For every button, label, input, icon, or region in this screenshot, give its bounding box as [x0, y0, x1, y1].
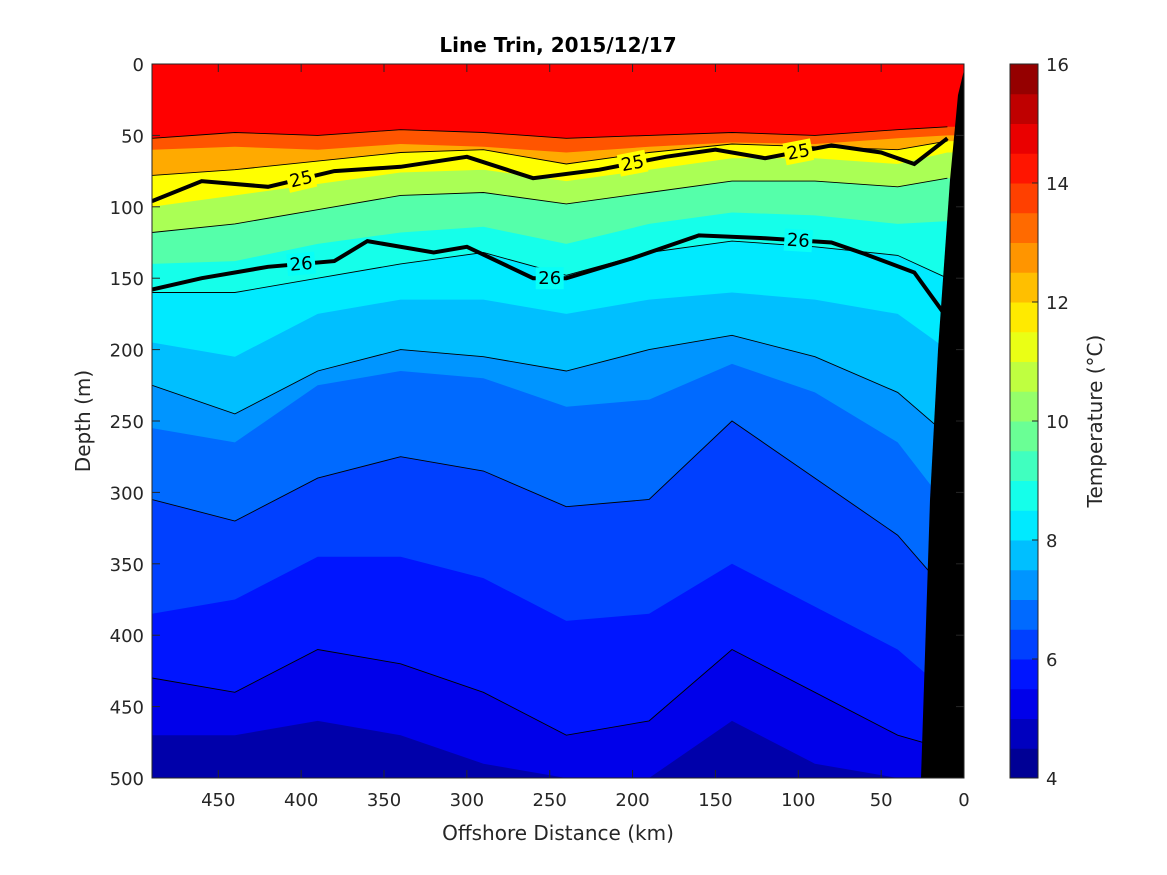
colorbar-step [1010, 450, 1038, 481]
plot-area: 25 25 25 26 26 26 [152, 64, 964, 778]
y-tick-label: 100 [110, 198, 144, 219]
colorbar-step [1010, 93, 1038, 124]
colorbar-label: Temperature (°C) [1083, 335, 1107, 509]
colorbar-tick-label: 16 [1046, 55, 1069, 76]
isotherm-7.5 [152, 334, 948, 436]
colorbar-step [1010, 361, 1038, 392]
isotherm-14 [152, 126, 948, 139]
colorbar-tick-label: 4 [1046, 769, 1057, 790]
colorbar-step [1010, 212, 1038, 243]
isotherm-8.5 [152, 240, 948, 293]
colorbar-tick-label: 12 [1046, 293, 1069, 314]
density-label-text: 25 [619, 151, 645, 176]
chart-title: Line Trin, 2015/12/17 [439, 33, 676, 57]
colorbar-step [1010, 272, 1038, 303]
colorbar-step [1010, 688, 1038, 719]
y-tick-label: 150 [110, 269, 144, 290]
band-below-5 [152, 720, 964, 778]
x-tick-label: 150 [698, 790, 732, 811]
y-axis-label: Depth (m) [71, 370, 95, 472]
density-label-25-2: 25 [782, 138, 815, 166]
density-label-25-1: 25 [616, 149, 649, 177]
y-tick-label: 500 [110, 769, 144, 790]
isotherm-6.5 [152, 420, 948, 593]
colorbar-step [1010, 421, 1038, 452]
colorbar-step [1010, 183, 1038, 214]
y-tick-label: 250 [110, 412, 144, 433]
y-tick-label: 350 [110, 555, 144, 576]
colorbar-step [1010, 391, 1038, 422]
colorbar-step [1010, 718, 1038, 749]
colorbar-step [1010, 510, 1038, 541]
colorbar-step [1010, 659, 1038, 690]
colorbar-step [1010, 302, 1038, 333]
colorbar-tick-label: 14 [1046, 174, 1069, 195]
colorbar-step [1010, 599, 1038, 630]
colorbar: 4 6 8 10 12 14 16 [1009, 55, 1069, 790]
x-tick-label: 350 [367, 790, 401, 811]
colorbar-step [1010, 123, 1038, 154]
density-label-text: 26 [289, 253, 314, 276]
colorbar-tick-label: 6 [1046, 650, 1057, 671]
x-tick-label: 200 [615, 790, 649, 811]
colorbar-step [1010, 153, 1038, 184]
x-tick-label: 50 [870, 790, 893, 811]
density-label-26-1: 26 [535, 267, 564, 290]
y-tick-label: 400 [110, 626, 144, 647]
isotherm-5.5 [152, 648, 948, 750]
y-axis: 0 50 100 150 200 250 300 350 400 450 500 [110, 55, 964, 790]
colorbar-step [1010, 480, 1038, 511]
colorbar-step [1010, 331, 1038, 362]
density-contours: 25 25 25 26 26 26 [152, 136, 950, 320]
y-tick-label: 200 [110, 341, 144, 362]
x-tick-label: 450 [201, 790, 235, 811]
x-tick-label: 400 [284, 790, 318, 811]
colorbar-tick-label: 8 [1046, 531, 1057, 552]
density-label-25-0: 25 [284, 165, 318, 193]
colorbar-step [1010, 540, 1038, 571]
isotherm-10 [152, 177, 948, 233]
temperature-bands [152, 64, 964, 778]
x-tick-label: 300 [450, 790, 484, 811]
y-tick-label: 0 [133, 55, 144, 76]
colorbar-step [1010, 569, 1038, 600]
y-tick-label: 50 [121, 126, 144, 147]
y-tick-label: 300 [110, 483, 144, 504]
density-label-26-0: 26 [286, 251, 316, 277]
colorbar-tick-label: 10 [1046, 412, 1069, 433]
colorbar-step [1010, 64, 1038, 95]
x-axis: 450 400 350 300 250 200 150 100 50 0 [201, 64, 970, 811]
bathymetry-shelf [921, 70, 964, 778]
x-axis-label: Offshore Distance (km) [442, 821, 674, 845]
density-label-text: 25 [288, 167, 315, 193]
colorbar-step [1010, 748, 1038, 779]
density-label-26-2: 26 [783, 228, 813, 253]
x-tick-label: 100 [781, 790, 815, 811]
colorbar-step [1010, 242, 1038, 273]
colorbar-step [1010, 629, 1038, 660]
density-label-text: 26 [538, 268, 561, 289]
density-label-text: 26 [786, 230, 810, 252]
x-tick-label: 0 [958, 790, 969, 811]
y-tick-label: 450 [110, 698, 144, 719]
x-tick-label: 250 [533, 790, 567, 811]
density-label-text: 25 [785, 140, 811, 165]
